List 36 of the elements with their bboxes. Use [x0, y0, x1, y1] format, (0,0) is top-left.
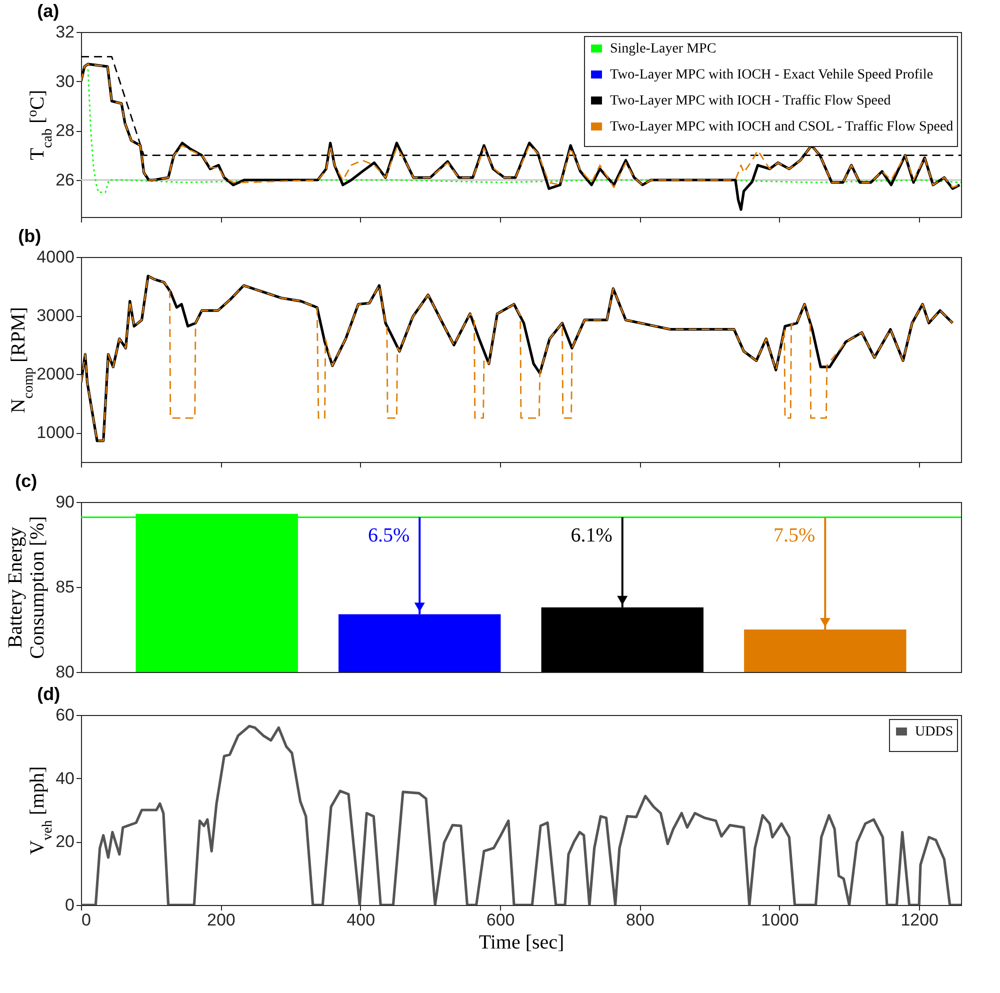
y-tick-label: 60: [56, 706, 74, 724]
x-tick-label: 1000: [761, 910, 799, 930]
y-tick-label: 30: [56, 72, 74, 91]
y-tick-label: 40: [56, 768, 74, 788]
legend-label: Two-Layer MPC with IOCH - Traffic Flow Speed: [610, 94, 891, 108]
annotation: 7.5%: [773, 524, 816, 546]
y-tick-label: 0: [65, 896, 74, 914]
y-tick-label: 4000: [36, 248, 74, 266]
legend-label: Single-Layer MPC: [610, 42, 716, 56]
y-tick-label: 20: [56, 832, 74, 852]
x-tick-label: 800: [626, 910, 654, 930]
chart-title: (c): [15, 471, 38, 491]
x-tick-label: 400: [346, 910, 376, 930]
y-tick-label: 26: [56, 170, 74, 190]
y-tick-label: 85: [56, 578, 74, 596]
annotation: 6.5%: [368, 524, 410, 546]
chart-title: (b): [18, 226, 42, 246]
legend-label: UDDS: [915, 724, 954, 740]
x-tick-label: 600: [486, 910, 515, 930]
y-tick-label: 1000: [36, 423, 74, 442]
legend-label: Two-Layer MPC with IOCH and CSOL - Traffic Flow Speed: [610, 120, 954, 134]
y-tick-label: 32: [56, 22, 74, 42]
chart-title: (d): [37, 684, 60, 704]
legend-label: Two-Layer MPC with IOCH - Exact Vehile Speed Profile: [610, 68, 934, 82]
y-axis-title: Battery Energy Consumption [%]: [4, 516, 49, 659]
x-axis-title: Time [sec]: [478, 932, 564, 954]
x-tick-label: 1200: [900, 910, 939, 930]
x-tick-label: 200: [206, 910, 236, 930]
y-tick-label: 90: [56, 492, 74, 512]
y-tick-label: 3000: [36, 306, 74, 326]
annotation: 6.1%: [570, 524, 612, 546]
x-tick-label: 0: [82, 910, 91, 930]
y-tick-label: 28: [56, 121, 74, 140]
y-tick-label: 2000: [36, 364, 74, 384]
y-tick-label: 80: [56, 662, 74, 682]
chart-title: (a): [37, 1, 60, 21]
